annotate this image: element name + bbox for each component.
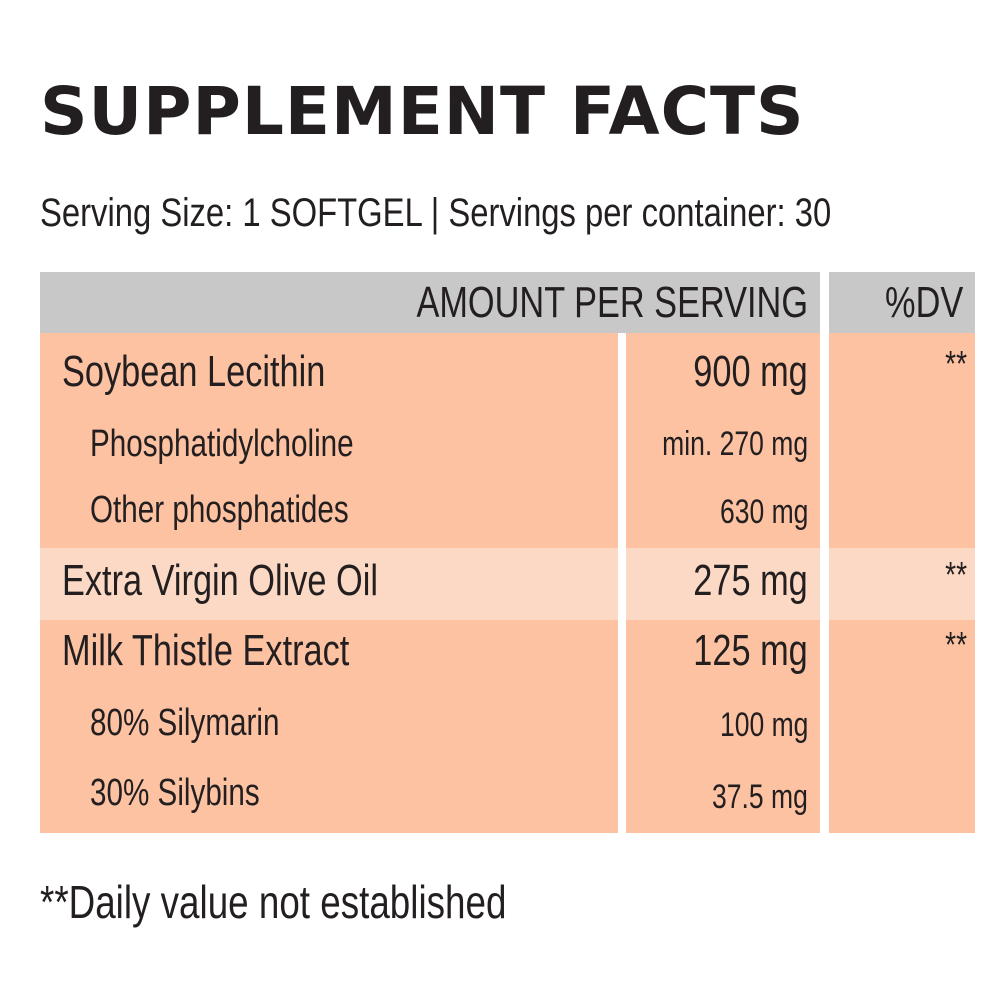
footnote: **Daily value not established — [40, 876, 507, 928]
header-amount-cell: AMOUNT PER SERVING — [40, 272, 820, 333]
sub-ingredient-name: Other phosphatides — [90, 489, 349, 531]
header-dv-label: %DV — [884, 278, 963, 327]
sub-ingredient-name: 80% Silymarin — [90, 702, 280, 744]
header-amount-label: AMOUNT PER SERVING — [416, 278, 808, 327]
page-title: SUPPLEMENT FACTS — [40, 73, 805, 150]
sub-ingredient-amount: min. 270 mg — [662, 425, 808, 463]
sub-ingredient-amount: 630 mg — [719, 493, 808, 531]
dv-cell: ** — [829, 620, 975, 833]
header-dv-cell: %DV — [829, 272, 975, 333]
sub-ingredient-name: 30% Silybins — [90, 772, 260, 814]
serving-info: Serving Size: 1 SOFTGEL | Servings per c… — [40, 191, 832, 235]
ingredient-name: Milk Thistle Extract — [62, 626, 350, 675]
ingredient-amount: 125 mg — [693, 626, 808, 675]
table-row: Milk Thistle Extract 80% Silymarin 30% S… — [40, 620, 618, 833]
amount-cell: 275 mg — [626, 548, 820, 620]
amount-cell: 125 mg 100 mg 37.5 mg — [626, 620, 820, 833]
ingredient-name: Soybean Lecithin — [62, 347, 326, 396]
dv-cell: ** — [829, 548, 975, 620]
ingredient-amount: 275 mg — [693, 556, 808, 605]
ingredient-amount: 900 mg — [693, 347, 808, 396]
sub-ingredient-amount: 100 mg — [719, 706, 808, 744]
ingredient-dv: ** — [945, 624, 967, 665]
table-row: Extra Virgin Olive Oil — [40, 548, 618, 620]
ingredient-name: Extra Virgin Olive Oil — [62, 556, 378, 605]
sub-ingredient-amount: 37.5 mg — [712, 778, 808, 816]
table-row: Soybean Lecithin Phosphatidylcholine Oth… — [40, 333, 618, 548]
dv-cell: ** — [829, 333, 975, 548]
sub-ingredient-name: Phosphatidylcholine — [90, 423, 354, 465]
ingredient-dv: ** — [945, 554, 967, 595]
ingredient-dv: ** — [945, 343, 967, 384]
amount-cell: 900 mg min. 270 mg 630 mg — [626, 333, 820, 548]
